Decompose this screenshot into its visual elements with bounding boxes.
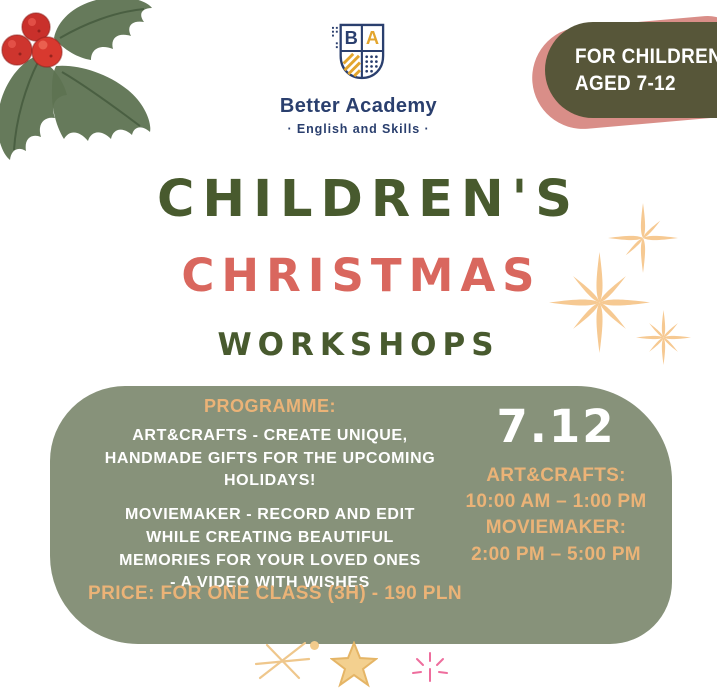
- dot-decoration: [310, 641, 319, 650]
- academy-name: Better Academy: [279, 95, 438, 117]
- holly-illustration: [0, 0, 152, 160]
- line-sparkle-icon: [255, 641, 311, 680]
- age-badge: FOR CHILDREN AGED 7-12: [527, 12, 717, 134]
- programme-item-artcrafts: ART&CRAFTS - CREATE UNIQUE, HANDMADE GIF…: [104, 427, 436, 490]
- schedule-moviemaker-time: 2:00 PM – 5:00 PM: [471, 543, 641, 565]
- programme-heading: PROGRAMME:: [204, 396, 336, 416]
- price-text: PRICE: FOR ONE CLASS (3H) - 190 PLN: [88, 583, 462, 604]
- badge-line1: FOR CHILDREN: [575, 44, 717, 68]
- title-christmas: CHRISTMAS: [181, 249, 542, 302]
- shield-logo-icon: B A: [331, 23, 384, 80]
- logo-block: B A Better Academy · English and Skills …: [0, 20, 717, 136]
- sparkle-icon: [549, 252, 650, 353]
- star-icon: [330, 641, 378, 688]
- sparkle-icon: [636, 310, 691, 365]
- workshop-date: 7.12: [496, 400, 616, 453]
- schedule-section: 7.12 ART&CRAFTS: 10:00 AM – 1:00 PM MOVI…: [458, 400, 654, 568]
- programme-section: PROGRAMME: ART&CRAFTS - CREATE UNIQUE, H…: [90, 396, 450, 606]
- monogram-b: B: [344, 27, 357, 48]
- title-workshops: WORKSHOPS: [217, 327, 500, 363]
- pink-sparkle-icon: [412, 652, 448, 682]
- schedule-moviemaker-label: MOVIEMAKER:: [485, 517, 627, 539]
- info-panel: PROGRAMME: ART&CRAFTS - CREATE UNIQUE, H…: [50, 386, 672, 644]
- badge-fill-blob: FOR CHILDREN AGED 7-12: [545, 22, 717, 118]
- academy-tagline: · English and Skills ·: [287, 122, 430, 136]
- title-childrens: CHILDREN'S: [156, 170, 581, 229]
- schedule-artcrafts-time: 10:00 AM – 1:00 PM: [465, 491, 647, 513]
- schedule-artcrafts-label: ART&CRAFTS:: [486, 465, 626, 486]
- badge-line2: AGED 7-12: [575, 72, 676, 95]
- programme-item-moviemaker: MOVIEMAKER - RECORD AND EDIT WHILE CREAT…: [119, 506, 421, 592]
- monogram-a: A: [365, 27, 378, 48]
